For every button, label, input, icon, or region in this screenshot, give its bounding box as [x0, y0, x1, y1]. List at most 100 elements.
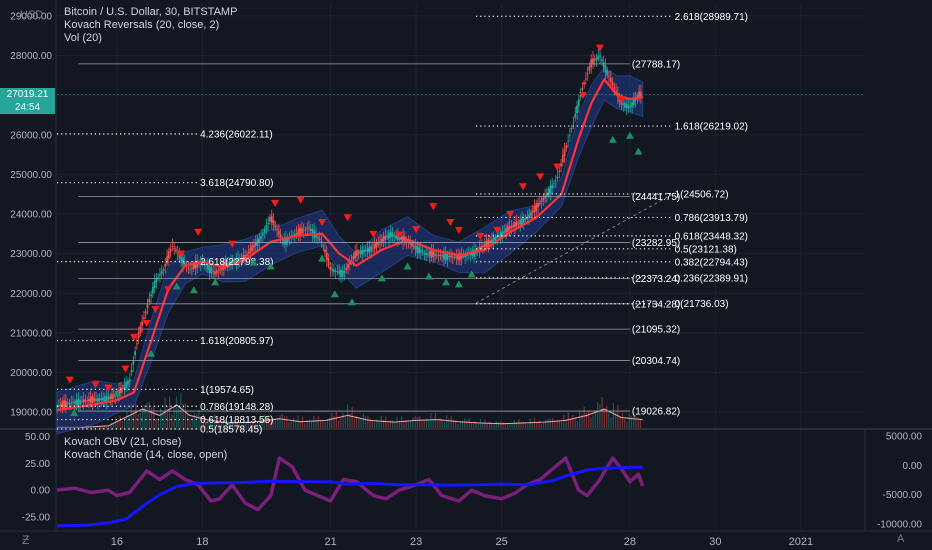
volume-bar: [193, 413, 196, 428]
candle-body: [531, 211, 534, 213]
volume-bar: [157, 418, 159, 428]
volume-bar: [497, 422, 500, 428]
candle-body: [263, 229, 266, 233]
volume-bar: [299, 420, 301, 428]
candle-body: [240, 257, 243, 260]
volume-bar: [376, 419, 378, 428]
candle-body: [214, 271, 216, 275]
candle-body: [111, 393, 113, 400]
volume-bar: [337, 420, 340, 428]
candle-body: [89, 396, 92, 403]
candle-body: [203, 263, 206, 265]
candle-body: [457, 254, 460, 260]
candle-body: [190, 267, 193, 269]
volume-bar: [198, 410, 200, 428]
candle-body: [272, 220, 275, 226]
sell-signal-marker: [91, 381, 100, 389]
candle-body: [302, 230, 305, 231]
candle-body: [435, 254, 438, 256]
volume-bar: [612, 403, 615, 428]
volume-bar: [585, 412, 587, 428]
volume-bar: [588, 411, 590, 428]
volume-bar: [306, 420, 308, 428]
level-label: (20304.74): [632, 356, 680, 367]
volume-bar: [599, 404, 601, 428]
indicator-volume[interactable]: Vol (20): [64, 32, 102, 44]
candle-body: [80, 400, 83, 402]
candle-body: [159, 274, 161, 276]
level-label: 0.786(19148.28): [200, 402, 273, 413]
candle-body: [425, 252, 428, 256]
buy-signal-marker: [330, 290, 339, 298]
volume-bar: [560, 421, 563, 428]
candle-body: [270, 215, 273, 223]
candle-body: [205, 264, 207, 266]
candle-body: [231, 261, 234, 263]
volume-bar: [513, 419, 515, 428]
auto-scale-button[interactable]: A: [897, 533, 905, 545]
candle-body: [478, 246, 481, 251]
candle-body: [521, 218, 523, 226]
time-axis-tick: 21: [324, 536, 336, 548]
candle-body: [72, 402, 74, 404]
obv-axis-tick: -5000.00: [883, 490, 923, 501]
volume-bar: [608, 410, 610, 428]
time-axis-tick: 18: [196, 536, 208, 548]
symbol-title[interactable]: Bitcoin / U.S. Dollar, 30, BITSTAMP: [64, 6, 238, 18]
candle-body: [293, 233, 296, 237]
level-label: 4.236(26022.11): [200, 129, 273, 140]
candle-body: [189, 268, 192, 270]
time-axis-tick: 30: [709, 536, 721, 548]
candle-body: [538, 202, 541, 204]
candle-body: [606, 70, 609, 76]
volume-bar: [639, 419, 642, 428]
candle-body: [96, 397, 99, 403]
candle-body: [597, 55, 600, 59]
candle-body: [565, 145, 568, 149]
candle-body: [68, 402, 71, 405]
volume-bar: [407, 421, 410, 428]
sell-signal-marker: [194, 228, 203, 236]
candle-body: [79, 399, 81, 405]
candle-body: [329, 266, 332, 270]
volume-bar: [617, 404, 619, 428]
candle-body: [219, 268, 222, 271]
volume-bar: [419, 416, 421, 428]
candle-body: [261, 233, 264, 236]
candle-body: [73, 401, 76, 404]
volume-bar: [590, 417, 592, 428]
volume-bar: [574, 418, 576, 428]
indicator-kovach-obv[interactable]: Kovach OBV (21, close): [64, 436, 182, 448]
candle-body: [132, 360, 135, 365]
candle-body: [283, 239, 286, 245]
candle-body: [526, 217, 529, 220]
candle-body: [368, 246, 371, 253]
candle-body: [327, 258, 330, 266]
indicator-kovach-reversals[interactable]: Kovach Reversals (20, close, 2): [64, 19, 220, 31]
indicator-kovach-chande[interactable]: Kovach Chande (14, close, open): [64, 449, 228, 461]
obv-axis-tick: 0.00: [903, 461, 923, 472]
candle-body: [107, 397, 110, 400]
tradingview-logo-icon[interactable]: Ƶ: [22, 533, 30, 547]
candle-body: [61, 401, 64, 408]
candle-body: [309, 228, 312, 231]
candle-body: [498, 234, 500, 238]
candle-body: [427, 253, 429, 255]
candle-body: [208, 265, 211, 273]
candle-body: [437, 255, 440, 257]
candle-body: [364, 249, 367, 252]
candle-body: [70, 402, 73, 404]
candle-body: [345, 267, 348, 271]
volume-bar: [367, 415, 369, 428]
candle-body: [537, 203, 539, 208]
volume-bar: [461, 420, 464, 428]
candle-body: [632, 99, 635, 105]
candle-body: [634, 97, 637, 101]
volume-bar: [261, 421, 263, 428]
candle-body: [194, 261, 197, 269]
candle-body: [494, 236, 497, 241]
volume-bar: [369, 418, 371, 428]
candle-body: [75, 399, 78, 406]
candle-body: [350, 260, 353, 262]
